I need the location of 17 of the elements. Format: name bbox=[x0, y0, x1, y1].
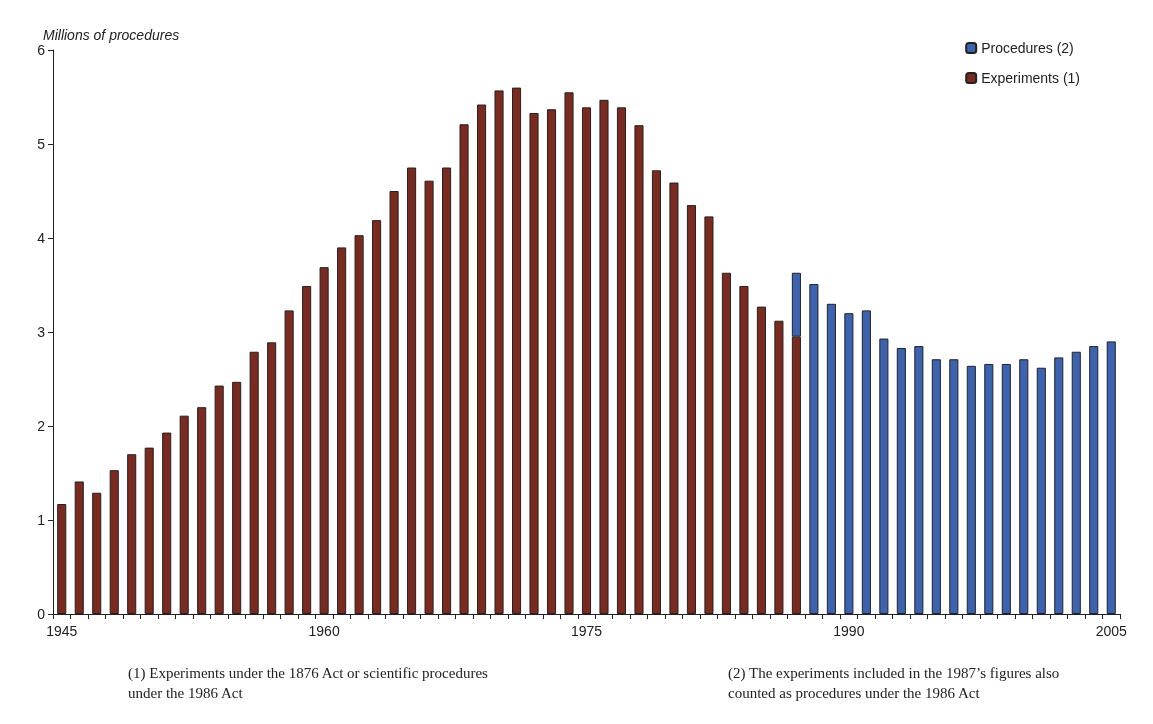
y-tick-label: 4 bbox=[37, 230, 46, 246]
y-tick-label: 6 bbox=[37, 42, 46, 58]
x-tick-label: 1975 bbox=[570, 623, 603, 639]
y-tick-label: 5 bbox=[37, 136, 46, 152]
text: (2) The experiments included in the 1987’s figures also counted as procedures under the 1986 Act bbox=[728, 665, 1064, 701]
y-tick-label: 1 bbox=[37, 512, 46, 528]
y-axis-title: Millions of procedures bbox=[43, 27, 180, 43]
y-tick-label: 0 bbox=[37, 606, 46, 622]
x-tick-label: 1945 bbox=[46, 623, 78, 639]
y-tick-label: 2 bbox=[37, 418, 46, 434]
text: (1) Experiments under the 1876 Act or scientific procedures under the 1986 Act bbox=[128, 665, 492, 701]
legend-label: Experiments (1) bbox=[981, 70, 1081, 86]
x-tick-label: 1990 bbox=[833, 623, 865, 639]
legend-label: Procedures (2) bbox=[981, 40, 1074, 56]
x-tick-label: 2005 bbox=[1095, 623, 1128, 639]
x-tick-label: 1960 bbox=[308, 623, 340, 639]
y-tick-label: 3 bbox=[37, 324, 46, 340]
